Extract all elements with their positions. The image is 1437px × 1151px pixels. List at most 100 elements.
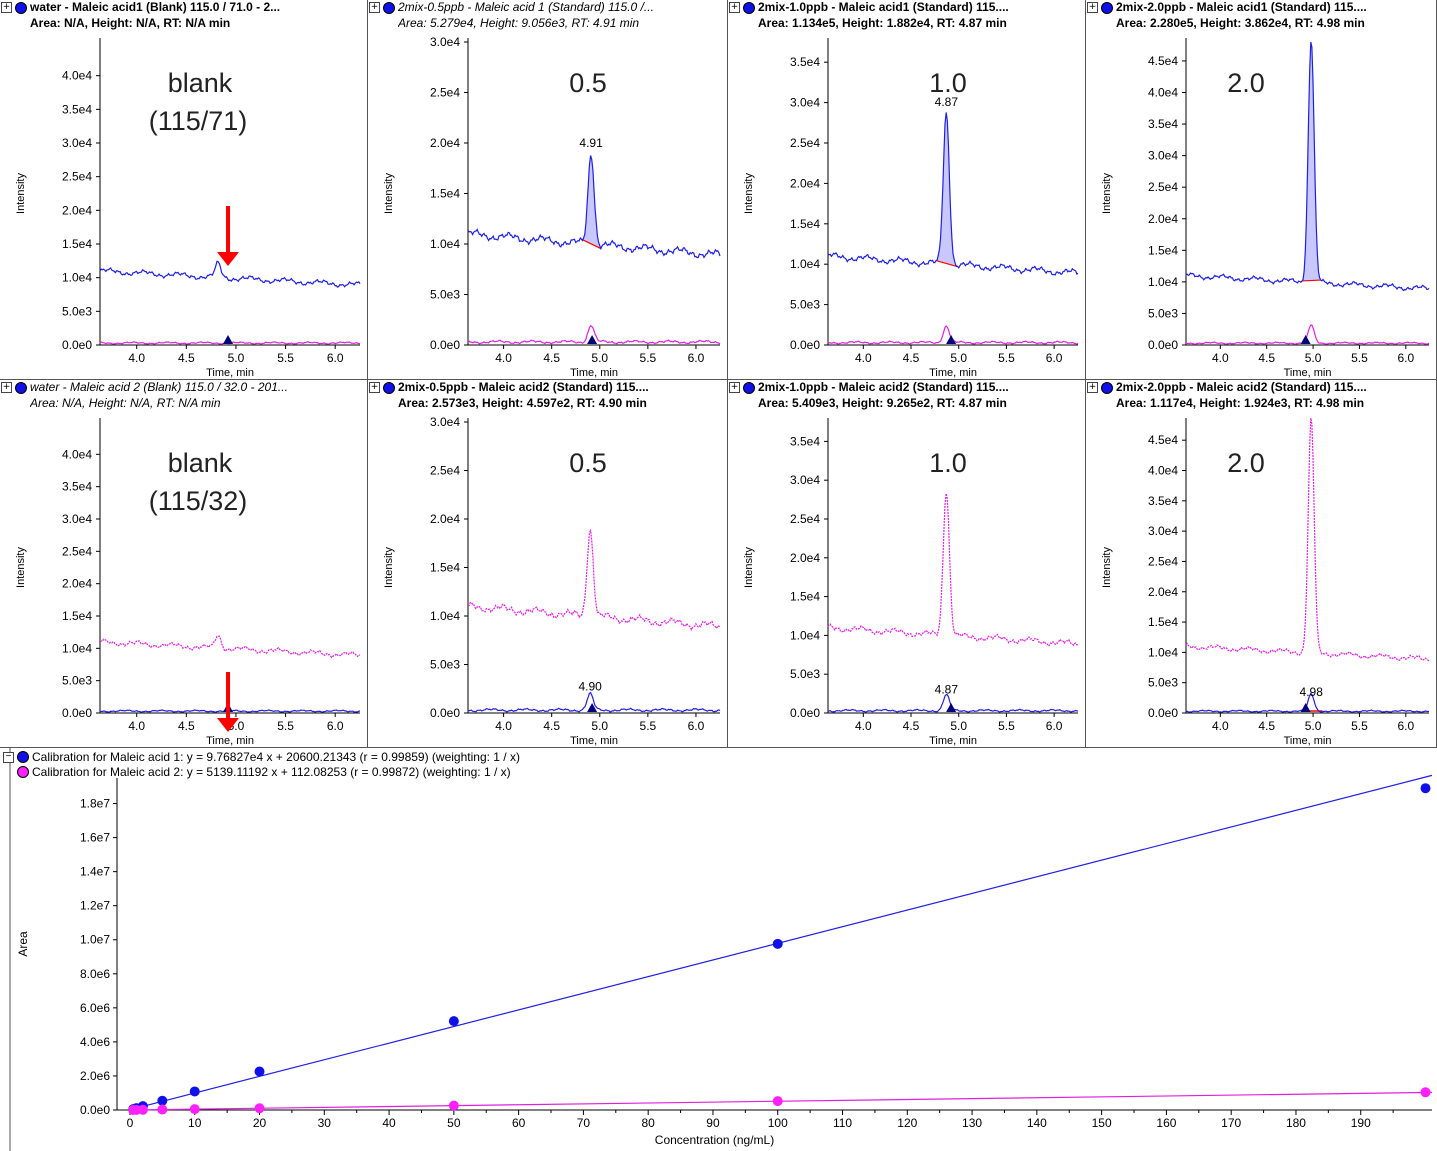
expand-toggle[interactable]: + — [729, 2, 740, 13]
x-tick-label: 4.5 — [1258, 351, 1275, 365]
y-tick-label: 3.0e4 — [790, 473, 820, 487]
y-tick-label: 0.0e0 — [790, 338, 820, 352]
data-point-series-2[interactable] — [137, 1104, 148, 1115]
y-tick-label: 3.0e4 — [62, 136, 92, 150]
x-axis-title: Time, min — [929, 735, 977, 747]
primary-trace — [467, 155, 721, 259]
chromatogram-panel[interactable]: + water - Maleic acid1 (Blank) 115.0 / 71… — [0, 0, 368, 380]
data-point-series-2[interactable] — [157, 1104, 168, 1115]
y-tick-label: 2.0e4 — [430, 512, 460, 526]
y-tick-label: 1.0e4 — [790, 257, 820, 271]
x-tick-label: 4.0 — [1212, 351, 1229, 365]
x-tick-label: 140 — [1027, 1116, 1047, 1130]
collapse-toggle[interactable]: − — [3, 752, 14, 763]
x-tick-label: 4.0 — [495, 351, 512, 365]
x-tick-label: 80 — [642, 1116, 656, 1130]
chromatogram-panel[interactable]: +2mix-0.5ppb - Maleic acid 1 (Standard) … — [368, 0, 728, 380]
chromatogram-panel[interactable]: + water - Maleic acid 2 (Blank) 115.0 / 3… — [0, 380, 368, 748]
legend-maleic-acid-2: Calibration for Maleic acid 2: y = 5139.… — [17, 765, 511, 779]
y-axis-title: Area — [16, 931, 30, 957]
x-tick-label: 120 — [897, 1116, 917, 1130]
x-tick-label: 5.5 — [277, 351, 294, 365]
x-tick-label: 6.0 — [688, 351, 705, 365]
panel-peak-info: Area: 5.409e3, Height: 9.265e2, RT: 4.87… — [758, 396, 1007, 410]
data-point-series-2[interactable] — [1420, 1087, 1431, 1098]
chromatogram-panel[interactable]: +2mix-2.0ppb - Maleic acid2 (Standard) 1… — [1086, 380, 1437, 748]
chromatogram-panel[interactable]: +2mix-1.0ppb - Maleic acid2 (Standard) 1… — [728, 380, 1086, 748]
x-tick-label: 110 — [833, 1116, 852, 1130]
x-axis-title: Time, min — [570, 367, 618, 379]
x-tick-label: 150 — [1092, 1116, 1112, 1130]
expected-rt-marker-icon[interactable] — [587, 703, 598, 712]
expand-toggle[interactable]: + — [1087, 2, 1098, 13]
y-tick-label: 5.0e3 — [62, 304, 92, 318]
x-tick-label: 6.0 — [1046, 719, 1063, 733]
x-tick-label: 100 — [768, 1116, 788, 1130]
data-point-series-1[interactable] — [157, 1095, 168, 1106]
data-point-series-1[interactable] — [448, 1016, 459, 1027]
primary-trace — [1185, 417, 1430, 662]
peak-rt-label: 4.91 — [579, 136, 603, 150]
x-tick-label: 4.5 — [543, 719, 560, 733]
expected-rt-marker-icon[interactable] — [946, 335, 957, 344]
peak-rt-label: 4.98 — [1300, 685, 1324, 699]
y-tick-label: 5.0e3 — [790, 298, 820, 312]
data-point-series-1[interactable] — [254, 1066, 265, 1077]
expand-toggle[interactable]: + — [369, 2, 380, 13]
expand-toggle[interactable]: + — [1087, 382, 1098, 393]
x-axis-title: Time, min — [929, 367, 977, 379]
expected-rt-marker-icon[interactable] — [587, 335, 598, 344]
y-tick-label: 3.0e4 — [1148, 524, 1178, 538]
x-tick-label: 30 — [318, 1116, 332, 1130]
x-tick-label: 4.5 — [903, 351, 920, 365]
expand-toggle[interactable]: + — [1, 382, 12, 393]
data-point-series-1[interactable] — [1420, 783, 1431, 794]
legend-maleic-acid-1: Calibration for Maleic acid 1: y = 9.768… — [17, 750, 520, 764]
data-point-series-1[interactable] — [772, 938, 783, 949]
panel-peak-info: Area: 2.573e3, Height: 4.597e2, RT: 4.90… — [398, 396, 647, 410]
expand-toggle[interactable]: + — [1, 2, 12, 13]
y-tick-label: 3.0e4 — [62, 512, 92, 526]
data-point-series-2[interactable] — [189, 1104, 200, 1115]
chromatogram-plot: 0.0e0 5.0e3 1.0e4 1.5e4 2.0e4 2.5e4 3.0e4 3.5e4… — [1101, 417, 1430, 747]
expected-rt-marker-icon[interactable] — [1300, 703, 1311, 712]
data-point-series-2[interactable] — [254, 1103, 265, 1114]
y-tick-label: 4.5e4 — [1148, 54, 1178, 68]
concentration-label: 1.0 — [929, 68, 967, 98]
chromatogram-panel[interactable]: +2mix-1.0ppb - Maleic acid1 (Standard) 1… — [728, 0, 1086, 380]
x-tick-label: 6.0 — [327, 719, 344, 733]
expand-toggle[interactable]: + — [729, 382, 740, 393]
panel-title: 2mix-2.0ppb - Maleic acid2 (Standard) 11… — [1116, 380, 1367, 394]
x-tick-label: 4.0 — [495, 719, 512, 733]
y-tick-label: 2.5e4 — [790, 512, 820, 526]
y-tick-label: 3.5e4 — [62, 102, 92, 116]
chromatogram-panel[interactable]: +2mix-2.0ppb - Maleic acid1 (Standard) 1… — [1086, 0, 1437, 380]
y-tick-label: 1.5e4 — [430, 187, 460, 201]
expand-toggle[interactable]: + — [369, 382, 380, 393]
data-point-series-2[interactable] — [772, 1096, 783, 1107]
x-tick-label: 20 — [253, 1116, 267, 1130]
y-tick-label: 1.5e4 — [430, 561, 460, 575]
integrated-peak-area — [936, 112, 957, 267]
y-tick-label: 1.0e4 — [62, 271, 92, 285]
y-tick-label: 3.0e4 — [430, 415, 460, 429]
data-point-series-1[interactable] — [189, 1086, 200, 1097]
y-tick-label: 1.5e4 — [1148, 615, 1178, 629]
data-point-series-2[interactable] — [448, 1100, 459, 1111]
panel-title: water - Maleic acid 2 (Blank) 115.0 / 32… — [30, 380, 288, 394]
x-tick-label: 5.5 — [1351, 719, 1368, 733]
expected-rt-marker-icon[interactable] — [1300, 335, 1311, 344]
expected-rt-marker-icon[interactable] — [946, 703, 957, 712]
concentration-label: blank — [167, 68, 233, 98]
chromatogram-panel[interactable]: +2mix-0.5ppb - Maleic acid2 (Standard) 1… — [368, 380, 728, 748]
x-tick-label: 4.0 — [128, 351, 145, 365]
y-tick-label: 1.5e4 — [1148, 243, 1178, 257]
panel-peak-info: Area: 5.279e4, Height: 9.056e3, RT: 4.91… — [398, 16, 640, 30]
panel-title: 2mix-0.5ppb - Maleic acid 1 (Standard) 1… — [398, 0, 654, 14]
y-tick-label: 0.0e0 — [1148, 706, 1178, 720]
y-tick-label: 4.0e4 — [62, 447, 92, 461]
expected-rt-marker-icon[interactable] — [223, 335, 234, 344]
x-tick-label: 40 — [382, 1116, 396, 1130]
x-tick-label: 4.5 — [178, 719, 195, 733]
y-tick-label: 5.0e3 — [62, 674, 92, 688]
